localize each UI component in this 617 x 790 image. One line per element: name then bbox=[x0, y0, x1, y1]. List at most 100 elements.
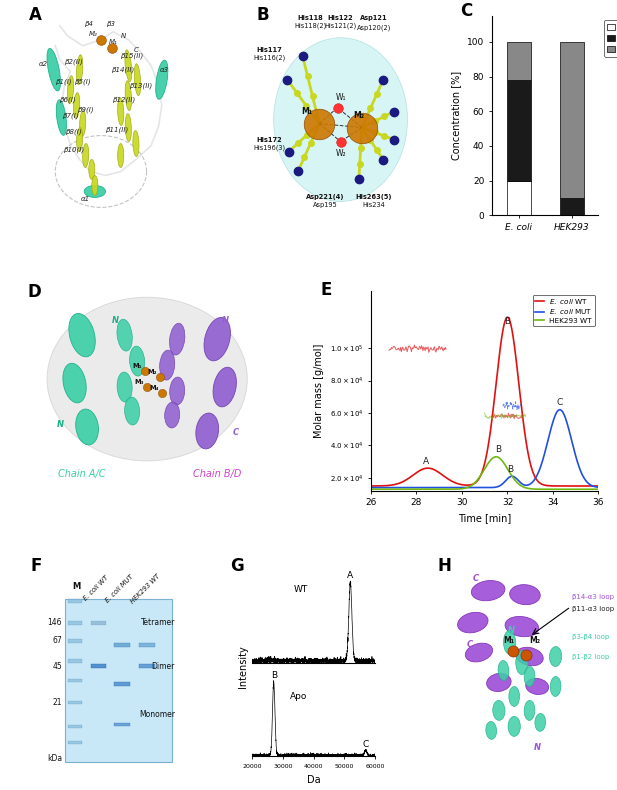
Text: His117: His117 bbox=[256, 47, 282, 53]
Ellipse shape bbox=[550, 676, 561, 697]
Ellipse shape bbox=[67, 76, 73, 103]
Text: β3: β3 bbox=[106, 21, 115, 27]
Ellipse shape bbox=[118, 98, 124, 126]
Text: M₃: M₃ bbox=[135, 379, 144, 385]
$E.\ coli$ WT bbox=[539, 480, 546, 489]
Bar bbox=[68, 701, 81, 705]
Text: N: N bbox=[508, 626, 515, 634]
HEK293 WT bbox=[367, 484, 375, 494]
Bar bbox=[560, 42, 584, 198]
Text: N: N bbox=[57, 420, 64, 429]
$E.\ coli$ WT bbox=[520, 417, 527, 427]
Text: Chain A/C: Chain A/C bbox=[59, 469, 106, 479]
Y-axis label: Molar mass [g/mol]: Molar mass [g/mol] bbox=[314, 344, 324, 438]
Ellipse shape bbox=[196, 413, 218, 449]
Text: M₄: M₄ bbox=[150, 385, 159, 391]
Text: W₁: W₁ bbox=[335, 93, 346, 102]
Text: M: M bbox=[72, 581, 80, 591]
Bar bbox=[114, 642, 130, 646]
Ellipse shape bbox=[486, 721, 497, 739]
Ellipse shape bbox=[77, 55, 83, 85]
Text: His172: His172 bbox=[256, 137, 282, 142]
Ellipse shape bbox=[505, 616, 539, 637]
Bar bbox=[507, 80, 531, 181]
Text: Asp120(2): Asp120(2) bbox=[357, 24, 391, 31]
$E.\ coli$ MUT bbox=[407, 483, 415, 492]
Ellipse shape bbox=[125, 397, 139, 425]
Text: M₁: M₁ bbox=[109, 39, 117, 45]
Bar bbox=[507, 181, 531, 216]
Ellipse shape bbox=[524, 701, 535, 720]
$E.\ coli$ WT bbox=[367, 481, 375, 491]
Text: α1: α1 bbox=[81, 197, 90, 202]
Bar bbox=[114, 723, 130, 726]
FancyBboxPatch shape bbox=[65, 599, 172, 762]
Text: His263(5): His263(5) bbox=[356, 194, 392, 201]
Ellipse shape bbox=[549, 646, 561, 667]
Ellipse shape bbox=[526, 679, 549, 694]
Text: F: F bbox=[30, 557, 41, 574]
Ellipse shape bbox=[213, 367, 236, 407]
Text: A: A bbox=[423, 457, 429, 466]
Ellipse shape bbox=[487, 673, 511, 691]
Ellipse shape bbox=[204, 318, 231, 361]
Text: Chain B/D: Chain B/D bbox=[193, 469, 241, 479]
HEK293 WT bbox=[470, 479, 478, 488]
Text: His118(2): His118(2) bbox=[294, 23, 326, 29]
Bar bbox=[91, 621, 106, 625]
Text: B: B bbox=[507, 465, 513, 474]
Text: β3-β4 loop: β3-β4 loop bbox=[573, 634, 610, 640]
$E.\ coli$ WT bbox=[470, 479, 478, 488]
Ellipse shape bbox=[130, 346, 145, 376]
Text: A: A bbox=[30, 6, 43, 24]
Ellipse shape bbox=[73, 92, 80, 118]
Text: H: H bbox=[437, 557, 452, 574]
Text: β14(II): β14(II) bbox=[110, 66, 134, 73]
Text: B: B bbox=[505, 317, 510, 325]
Bar bbox=[91, 664, 106, 668]
Text: β10(I): β10(I) bbox=[63, 146, 84, 152]
Text: 21: 21 bbox=[52, 698, 62, 707]
Y-axis label: Concentration [%]: Concentration [%] bbox=[452, 71, 462, 160]
Ellipse shape bbox=[458, 612, 488, 633]
Text: N: N bbox=[112, 316, 119, 325]
Ellipse shape bbox=[83, 144, 89, 167]
Bar bbox=[68, 621, 81, 625]
Text: β11(II): β11(II) bbox=[104, 126, 128, 133]
Ellipse shape bbox=[524, 667, 535, 687]
Text: E: E bbox=[321, 281, 333, 299]
Ellipse shape bbox=[89, 160, 95, 179]
Text: β2(II): β2(II) bbox=[64, 58, 83, 65]
Text: C: C bbox=[473, 574, 479, 583]
Ellipse shape bbox=[509, 687, 520, 706]
HEK293 WT bbox=[426, 484, 433, 494]
Text: β7(I): β7(I) bbox=[62, 112, 79, 118]
Text: Tetramer: Tetramer bbox=[141, 618, 175, 627]
Text: β12(II): β12(II) bbox=[112, 96, 135, 103]
Text: C: C bbox=[557, 398, 563, 407]
Ellipse shape bbox=[84, 186, 106, 198]
X-axis label: Time [min]: Time [min] bbox=[458, 513, 511, 523]
$E.\ coli$ WT bbox=[595, 481, 602, 491]
Text: C: C bbox=[232, 428, 238, 437]
Text: β11-α3 loop: β11-α3 loop bbox=[573, 606, 615, 611]
Text: α2: α2 bbox=[38, 61, 48, 66]
Text: B: B bbox=[495, 445, 502, 454]
Bar bbox=[507, 42, 531, 80]
Ellipse shape bbox=[493, 701, 505, 720]
Ellipse shape bbox=[92, 175, 98, 195]
Ellipse shape bbox=[80, 111, 86, 137]
Text: β14-α3 loop: β14-α3 loop bbox=[573, 593, 615, 600]
Ellipse shape bbox=[155, 60, 168, 100]
Text: His122: His122 bbox=[328, 15, 354, 21]
Text: D: D bbox=[27, 284, 41, 301]
Text: His118: His118 bbox=[297, 15, 323, 21]
Text: N: N bbox=[222, 316, 230, 325]
Ellipse shape bbox=[77, 128, 83, 152]
Text: Monomer: Monomer bbox=[139, 710, 175, 719]
Text: 146: 146 bbox=[48, 618, 62, 627]
Ellipse shape bbox=[508, 717, 520, 736]
Ellipse shape bbox=[503, 630, 516, 654]
Text: β1-β2 loop: β1-β2 loop bbox=[573, 653, 610, 660]
Text: N: N bbox=[121, 32, 126, 39]
